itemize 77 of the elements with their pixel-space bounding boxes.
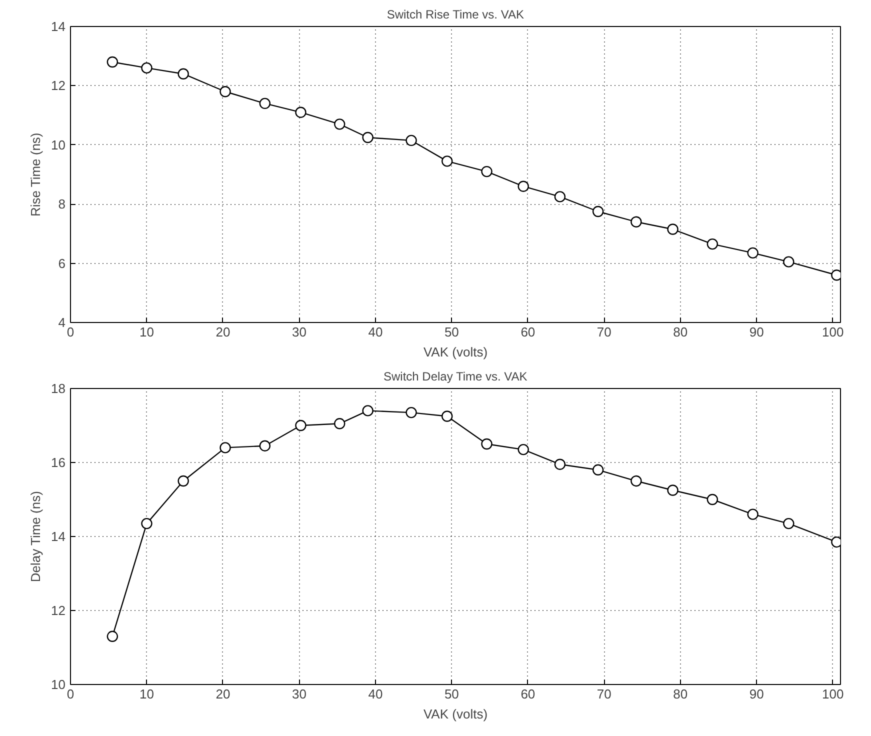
y-tick-label: 14 [51, 529, 66, 544]
point [334, 118, 346, 130]
point [406, 134, 417, 146]
point [706, 238, 718, 250]
x-tick-label: 80 [673, 324, 688, 340]
point [141, 518, 152, 530]
y-tick-label: 4 [58, 315, 66, 330]
x-tick-label: 80 [673, 686, 688, 702]
x-tick-label: 100 [822, 324, 844, 340]
x-tick-label: 0 [66, 686, 74, 702]
x-tick-label: 70 [596, 324, 612, 340]
y-tick-label: 6 [58, 256, 66, 271]
x-tick-label: 90 [749, 686, 764, 702]
point [295, 420, 306, 432]
y-tick-label: 12 [51, 603, 66, 618]
point [442, 410, 453, 422]
point [592, 464, 604, 476]
x-axis-title: VAK (volts) [423, 344, 488, 360]
point [295, 106, 306, 118]
y-tick-label: 16 [51, 455, 66, 470]
x-tick-label: 30 [292, 324, 306, 340]
point [141, 62, 152, 74]
y-axis-title: Delay Time (ns) [28, 491, 44, 582]
y-tick-label: 8 [58, 196, 66, 212]
point [783, 256, 794, 268]
y-tick-label: 12 [51, 78, 66, 94]
point [706, 494, 718, 506]
x-tick-label: 40 [368, 324, 383, 340]
x-tick-label: 50 [444, 686, 459, 702]
y-tick-label: 10 [51, 677, 66, 692]
point [362, 405, 374, 416]
x-tick-label: 10 [140, 324, 154, 340]
x-tick-label: 90 [749, 324, 764, 340]
point [518, 444, 529, 456]
point [518, 180, 529, 192]
point [220, 86, 231, 98]
point [178, 68, 189, 80]
point [481, 166, 492, 178]
y-tick-label: 10 [51, 137, 66, 152]
x-tick-label: 70 [596, 686, 612, 702]
point [220, 442, 231, 454]
x-tick-label: 0 [66, 324, 74, 340]
point [592, 206, 604, 218]
chart-title: Switch Delay Time vs. VAK [383, 370, 528, 384]
x-tick-label: 10 [140, 686, 154, 702]
point [481, 438, 492, 450]
point [442, 156, 453, 167]
point [667, 484, 678, 496]
x-axis-title: VAK (volts) [423, 706, 488, 722]
x-tick-label: 40 [368, 686, 383, 702]
point [178, 475, 189, 487]
y-tick-label: 14 [51, 19, 66, 34]
point [667, 224, 678, 235]
point [630, 475, 642, 487]
x-tick-label: 50 [444, 324, 459, 340]
point [259, 440, 271, 452]
y-tick-label: 18 [51, 381, 66, 396]
point [406, 406, 417, 418]
x-tick-label: 60 [520, 324, 536, 340]
point [630, 216, 642, 228]
y-axis-title: Rise Time (ns) [28, 132, 44, 217]
x-tick-label: 100 [822, 686, 844, 702]
x-tick-label: 20 [216, 686, 230, 702]
point [106, 630, 118, 642]
x-tick-label: 20 [216, 324, 230, 340]
x-tick-label: 60 [520, 686, 536, 702]
point [554, 458, 566, 470]
x-tick-label: 30 [292, 686, 306, 702]
point [747, 247, 758, 259]
point [747, 508, 758, 520]
point [334, 418, 346, 430]
chart-title: Switch Rise Time vs. VAK [386, 8, 524, 22]
point [362, 132, 374, 144]
point [106, 56, 118, 68]
point [259, 98, 271, 110]
point [554, 191, 566, 202]
point [783, 518, 794, 530]
